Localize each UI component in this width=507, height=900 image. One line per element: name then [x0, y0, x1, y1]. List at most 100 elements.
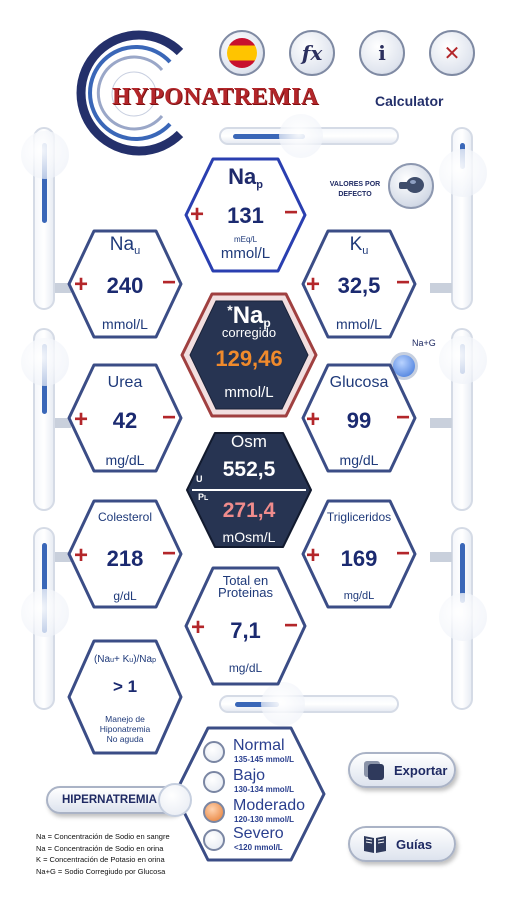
info-button[interactable]: i: [359, 30, 405, 76]
slider-knob[interactable]: [21, 131, 69, 179]
colesterol-unit: g/dL: [113, 589, 137, 603]
trigliceridos-minus-button[interactable]: −: [395, 540, 410, 567]
fx-icon: fx: [301, 41, 323, 65]
language-button[interactable]: [219, 30, 265, 76]
connector: [430, 418, 452, 428]
slider-knob[interactable]: [21, 338, 69, 386]
close-icon: ✕: [443, 41, 461, 65]
glucosa-unit: mg/dL: [339, 452, 379, 468]
severity-radio-0[interactable]: [203, 741, 225, 763]
nau-plus-button[interactable]: +: [74, 271, 89, 298]
slider-knob[interactable]: [279, 114, 323, 158]
trigliceridos-plus-button[interactable]: +: [306, 542, 321, 569]
connector: [55, 418, 71, 428]
legend-line: Na = Concentración de Sodio en sangre: [36, 832, 170, 841]
proteinas-plus-button[interactable]: +: [191, 614, 206, 641]
trigliceridos-unit: mg/dL: [343, 590, 375, 602]
slider-fill: [235, 702, 279, 707]
close-button[interactable]: ✕: [429, 30, 475, 76]
info-icon: i: [378, 41, 386, 65]
osm-p-label: PL: [198, 492, 209, 502]
nau-vslider[interactable]: [21, 127, 69, 310]
ku-tile: Ku 32,5 mmol/L + −: [300, 228, 418, 340]
colesterol-minus-button[interactable]: −: [161, 540, 176, 567]
slider-knob[interactable]: [21, 589, 69, 637]
trigliceridos-vslider[interactable]: [439, 527, 487, 710]
nag-label: Na+G: [412, 338, 436, 348]
proteinas-minus-button[interactable]: −: [283, 612, 298, 639]
nau-tile: Nau 240 mmol/L + −: [66, 228, 184, 340]
app-subtitle: Calculator: [375, 93, 444, 109]
export-button[interactable]: Exportar: [348, 752, 456, 788]
hipernatremia-toggle[interactable]: [158, 783, 192, 817]
nap-unit-small: mEq/L: [233, 235, 258, 244]
ratio-formula: (Nau+ Ku)/Nap: [93, 654, 157, 665]
guides-button[interactable]: Guías: [348, 826, 456, 862]
osm-label: Osm: [231, 432, 267, 451]
urea-vslider[interactable]: [21, 328, 69, 511]
ku-label: Ku: [349, 234, 369, 257]
severity-label: Severo: [233, 825, 284, 842]
slider-fill: [42, 543, 47, 633]
ku-minus-button[interactable]: −: [395, 269, 410, 296]
connector: [430, 283, 452, 293]
glucosa-vslider[interactable]: [439, 328, 487, 511]
proteinas-hslider[interactable]: [219, 682, 399, 726]
colesterol-plus-button[interactable]: +: [74, 542, 89, 569]
colesterol-tile: Colesterol 218 g/dL + −: [66, 498, 184, 610]
legend-line: Na = Concentración de Sodio en orina: [36, 844, 164, 853]
severity-radio-3[interactable]: [203, 829, 225, 851]
proteinas-unit: mg/dL: [228, 661, 263, 675]
defaults-label: VALORES POR DEFECTO: [329, 181, 381, 198]
trigliceridos-tile: Trigliceridos 169 mg/dL + −: [300, 498, 418, 610]
defaults-button[interactable]: [388, 163, 434, 209]
glucosa-plus-button[interactable]: +: [306, 406, 321, 433]
legend-line: K = Concentración de Potasio en orina: [36, 855, 165, 864]
ratio-description: Manejo de Hiponatremia No aguda: [99, 714, 151, 744]
slider-knob[interactable]: [261, 682, 305, 726]
severity-radio-1[interactable]: [203, 771, 225, 793]
app-title: HYPONATREMIA: [112, 84, 319, 110]
slider-knob[interactable]: [439, 336, 487, 384]
colesterol-vslider[interactable]: [21, 527, 69, 710]
nap-hslider[interactable]: [219, 114, 399, 158]
severity-label: Bajo: [233, 767, 266, 784]
severity-range: 130-134 mmol/L: [234, 785, 295, 794]
glucosa-minus-button[interactable]: −: [395, 404, 410, 431]
legend-line: Na+G = Sodio Corregiudo por Glucosa: [36, 867, 166, 876]
connector: [430, 552, 452, 562]
glucosa-tile: Glucosa 99 mg/dL + −: [300, 362, 418, 474]
lightbulb-icon: [399, 177, 424, 193]
nap-unit: mmol/L: [220, 245, 271, 262]
trigliceridos-value: 169: [340, 546, 378, 571]
nau-unit: mmol/L: [102, 316, 148, 332]
ku-plus-button[interactable]: +: [306, 271, 321, 298]
proteinas-tile: Total en Proteinas 7,1 mg/dL + −: [183, 565, 308, 687]
nap-plus-button[interactable]: +: [190, 201, 205, 228]
proteinas-value: 7,1: [230, 618, 261, 643]
logo: [62, 22, 202, 162]
nap-label: Nap: [228, 164, 263, 191]
nap-minus-button[interactable]: −: [283, 199, 298, 226]
nap-value: 131: [227, 203, 264, 228]
urea-plus-button[interactable]: +: [74, 406, 89, 433]
ku-unit: mmol/L: [336, 316, 382, 332]
nap-tile: Nap 131 mEq/L mmol/L + −: [183, 156, 308, 274]
glucosa-value: 99: [346, 408, 372, 433]
severity-radio-2[interactable]: [203, 801, 225, 823]
urea-label: Urea: [107, 374, 143, 391]
formula-button[interactable]: fx: [289, 30, 335, 76]
connector: [55, 283, 71, 293]
slider-knob[interactable]: [439, 149, 487, 197]
severity-range: <120 mmol/L: [234, 843, 283, 852]
glucosa-label: Glucosa: [329, 374, 389, 391]
osm-u-value: 552,5: [222, 458, 276, 481]
osm-tile: Osm 552,5 U PL 271,4 mOsm/L: [184, 430, 314, 550]
export-icon: [364, 761, 384, 780]
corrected-na-tile: *Nap corregido 129,46 mmol/L: [178, 290, 320, 420]
nau-minus-button[interactable]: −: [161, 269, 176, 296]
ratio-tile: (Nau+ Ku)/Nap > 1 Manejo de Hiponatremia N…: [66, 638, 184, 756]
ku-vslider[interactable]: [439, 127, 487, 310]
slider-knob[interactable]: [439, 593, 487, 641]
urea-minus-button[interactable]: −: [161, 404, 176, 431]
